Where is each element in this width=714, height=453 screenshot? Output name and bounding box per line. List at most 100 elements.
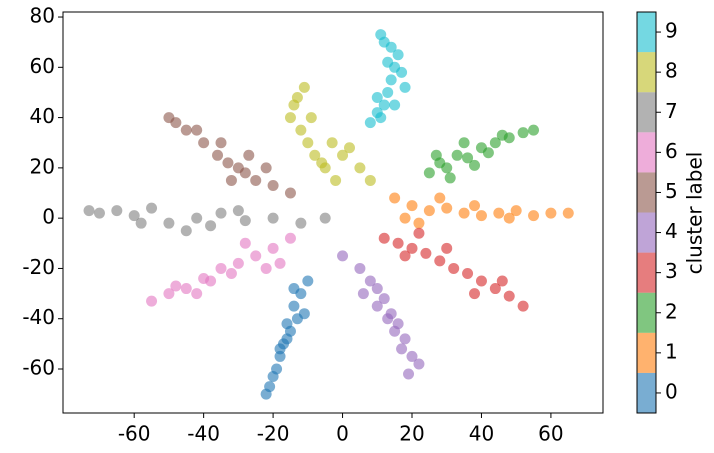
point <box>451 149 463 161</box>
point <box>375 112 387 124</box>
point <box>475 275 487 287</box>
point <box>319 212 331 224</box>
colorbar-tick-label: 0 <box>665 379 678 403</box>
point <box>163 217 175 229</box>
point <box>392 49 404 61</box>
point <box>232 205 244 217</box>
point <box>545 207 557 219</box>
point <box>444 172 456 184</box>
point <box>191 212 203 224</box>
point <box>215 262 227 274</box>
colorbar-tick-label: 7 <box>665 99 678 123</box>
x-tick-label: -60 <box>118 422 151 446</box>
point <box>517 300 529 312</box>
point <box>475 210 487 222</box>
point <box>298 81 310 93</box>
point <box>215 207 227 219</box>
point <box>493 207 505 219</box>
point <box>406 242 418 254</box>
colorbar-segment <box>637 132 656 173</box>
point <box>180 124 192 136</box>
colorbar-segment <box>637 332 656 373</box>
point <box>364 174 376 186</box>
point <box>305 112 317 124</box>
point <box>225 267 237 279</box>
point <box>274 343 286 355</box>
point <box>399 81 411 93</box>
y-tick-label: -40 <box>22 305 55 329</box>
y-tick-label: -60 <box>22 356 55 380</box>
y-tick-label: 20 <box>30 154 55 178</box>
point <box>482 147 494 159</box>
point <box>93 207 105 219</box>
point <box>284 187 296 199</box>
point <box>396 66 408 78</box>
point <box>135 217 147 229</box>
point <box>399 333 411 345</box>
point <box>382 313 394 325</box>
colorbar-segment <box>637 12 656 53</box>
point <box>382 56 394 68</box>
colorbar-frame <box>636 11 657 414</box>
point <box>232 162 244 174</box>
point <box>316 157 328 169</box>
point <box>441 202 453 214</box>
point <box>232 257 244 269</box>
point <box>180 225 192 237</box>
point <box>413 227 425 239</box>
x-tick-label: -20 <box>257 422 290 446</box>
point <box>385 41 397 53</box>
point <box>469 159 481 171</box>
point <box>413 358 425 370</box>
point <box>462 267 474 279</box>
point <box>378 232 390 244</box>
point <box>198 137 210 149</box>
point <box>260 262 272 274</box>
colorbar-segment <box>637 92 656 133</box>
point <box>191 124 203 136</box>
point <box>420 247 432 259</box>
y-tick-label: 40 <box>30 104 55 128</box>
point <box>441 162 453 174</box>
y-tick-label: 60 <box>30 54 55 78</box>
plot-frame <box>62 11 604 414</box>
colorbar-tick-label: 5 <box>665 179 678 203</box>
point <box>291 91 303 103</box>
colorbar-tick-label: 9 <box>665 19 678 43</box>
point <box>302 275 314 287</box>
point <box>430 149 442 161</box>
point <box>250 250 262 262</box>
point <box>330 174 342 186</box>
colorbar-label: cluster label <box>683 152 707 275</box>
point <box>260 388 272 400</box>
point <box>326 137 338 149</box>
x-tick-label: 20 <box>399 422 424 446</box>
point <box>385 74 397 86</box>
point <box>434 192 446 204</box>
point <box>448 262 460 274</box>
point <box>406 200 418 212</box>
point <box>163 288 175 300</box>
point <box>413 217 425 229</box>
point <box>215 137 227 149</box>
point <box>489 283 501 295</box>
colorbar-tick-label: 2 <box>665 299 678 323</box>
point <box>337 250 349 262</box>
point <box>243 149 255 161</box>
point <box>441 242 453 254</box>
point <box>399 212 411 224</box>
point <box>354 162 366 174</box>
x-tick-label: 0 <box>336 422 349 446</box>
point <box>146 202 158 214</box>
point <box>458 137 470 149</box>
point <box>382 86 394 98</box>
point <box>396 343 408 355</box>
point <box>399 250 411 262</box>
point <box>357 288 369 300</box>
scatter-points <box>83 29 574 400</box>
point <box>503 290 515 302</box>
point <box>288 300 300 312</box>
point <box>517 127 529 139</box>
point <box>423 205 435 217</box>
y-tick-label: -20 <box>22 255 55 279</box>
